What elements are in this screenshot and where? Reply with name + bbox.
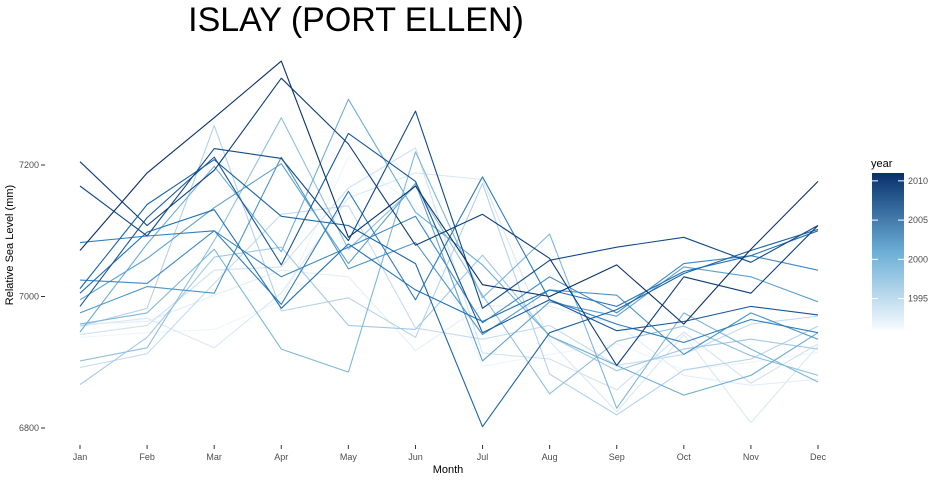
series-line-1999 [79, 117, 819, 395]
x-tick-label: Feb [139, 452, 155, 462]
x-tick-label: Aug [542, 452, 558, 462]
series-line-1996 [79, 205, 819, 369]
series-line-2009 [79, 110, 819, 309]
legend-tick-label: 2000 [908, 254, 928, 264]
x-axis: Jan Feb Mar Apr May Jun Jul Aug Sep Oct Nov Dec [73, 445, 827, 462]
x-tick-label: Oct [677, 452, 692, 462]
x-axis-title: Month [433, 464, 464, 476]
series-line-1991 [79, 282, 819, 338]
legend-tick-label: 2010 [908, 176, 928, 186]
series-line-1995 [79, 147, 819, 391]
x-tick-label: Jan [73, 452, 88, 462]
y-axis: 6800 7000 7200 [19, 160, 45, 433]
legend-colorbar [872, 173, 904, 330]
series-line-2010 [79, 77, 819, 367]
series-line-2001 [79, 98, 819, 396]
series-line-2005 [79, 176, 819, 344]
series-line-2008 [79, 132, 819, 334]
x-tick-label: Apr [274, 452, 288, 462]
x-tick-label: Sep [609, 452, 625, 462]
legend-ticks: 1995 2000 2005 2010 [872, 176, 928, 304]
series-line-2007 [79, 159, 819, 428]
y-tick-label: 7200 [19, 160, 39, 170]
x-tick-label: Nov [743, 452, 760, 462]
series-line-1993 [79, 269, 819, 386]
legend-tick-label: 1995 [908, 294, 928, 304]
x-tick-label: Dec [810, 452, 827, 462]
series-line-2003 [79, 156, 819, 355]
x-tick-label: Jun [408, 452, 423, 462]
x-tick-label: Mar [206, 452, 222, 462]
series-line-1997 [79, 125, 819, 416]
y-axis-title: Relative Sea Level (mm) [4, 185, 16, 305]
chart-title: ISLAY (PORT ELLEN) [188, 1, 524, 39]
series-layer [79, 60, 819, 428]
series-line-2006 [79, 209, 819, 323]
y-tick-label: 6800 [19, 423, 39, 433]
x-tick-label: Jul [477, 452, 489, 462]
legend-title: year [871, 158, 893, 170]
series-line-2004 [79, 215, 819, 324]
series-line-2011 [79, 60, 819, 325]
x-tick-label: May [340, 452, 358, 462]
legend-tick-label: 2005 [908, 215, 928, 225]
legend: year 1995 2000 2005 2010 [871, 158, 928, 330]
y-tick-label: 7000 [19, 292, 39, 302]
